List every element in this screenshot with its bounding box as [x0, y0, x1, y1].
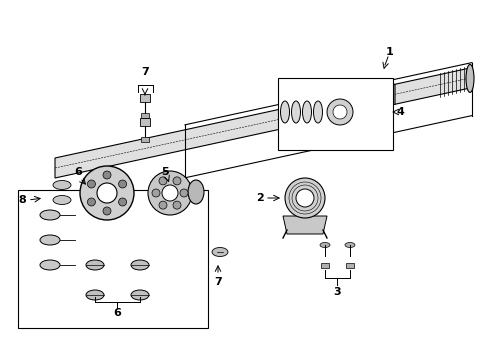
Ellipse shape: [131, 290, 149, 300]
Ellipse shape: [40, 235, 60, 245]
Bar: [140, 118, 150, 126]
Ellipse shape: [212, 248, 228, 256]
Ellipse shape: [320, 243, 330, 248]
Circle shape: [162, 185, 178, 201]
Bar: [141, 137, 149, 142]
Ellipse shape: [188, 180, 204, 204]
Bar: [18, 190, 208, 328]
Circle shape: [103, 207, 111, 215]
Ellipse shape: [314, 101, 322, 123]
Text: 7: 7: [141, 67, 149, 77]
Text: 2: 2: [256, 193, 264, 203]
Polygon shape: [325, 84, 395, 120]
Ellipse shape: [466, 64, 474, 93]
Ellipse shape: [131, 260, 149, 270]
Ellipse shape: [86, 290, 104, 300]
Circle shape: [327, 99, 353, 125]
Bar: [141, 113, 149, 118]
Circle shape: [173, 177, 181, 185]
Polygon shape: [55, 68, 470, 178]
Ellipse shape: [280, 101, 290, 123]
Circle shape: [296, 189, 314, 207]
Circle shape: [180, 189, 188, 197]
Circle shape: [97, 183, 117, 203]
Ellipse shape: [292, 101, 300, 123]
Circle shape: [87, 198, 96, 206]
Ellipse shape: [53, 195, 71, 204]
Ellipse shape: [40, 260, 60, 270]
Circle shape: [119, 180, 126, 188]
Circle shape: [87, 180, 96, 188]
Text: 6: 6: [74, 167, 82, 177]
Ellipse shape: [40, 210, 60, 220]
Bar: [321, 263, 329, 268]
Circle shape: [148, 171, 192, 215]
Text: 6: 6: [113, 308, 121, 318]
Circle shape: [119, 198, 126, 206]
Polygon shape: [283, 216, 327, 234]
Text: 5: 5: [161, 167, 169, 177]
Circle shape: [173, 201, 181, 209]
Ellipse shape: [345, 243, 355, 248]
Bar: [346, 263, 354, 268]
Circle shape: [80, 166, 134, 220]
Circle shape: [159, 201, 167, 209]
Bar: [140, 94, 150, 102]
Text: 4: 4: [396, 107, 404, 117]
Ellipse shape: [302, 101, 312, 123]
Bar: [278, 78, 393, 150]
Text: 7: 7: [214, 277, 222, 287]
Circle shape: [333, 105, 347, 119]
Ellipse shape: [53, 180, 71, 189]
Ellipse shape: [86, 260, 104, 270]
Circle shape: [285, 178, 325, 218]
Text: 1: 1: [386, 47, 394, 57]
Text: 3: 3: [333, 287, 341, 297]
Text: 8: 8: [18, 195, 26, 205]
Circle shape: [103, 171, 111, 179]
Circle shape: [159, 177, 167, 185]
Circle shape: [152, 189, 160, 197]
